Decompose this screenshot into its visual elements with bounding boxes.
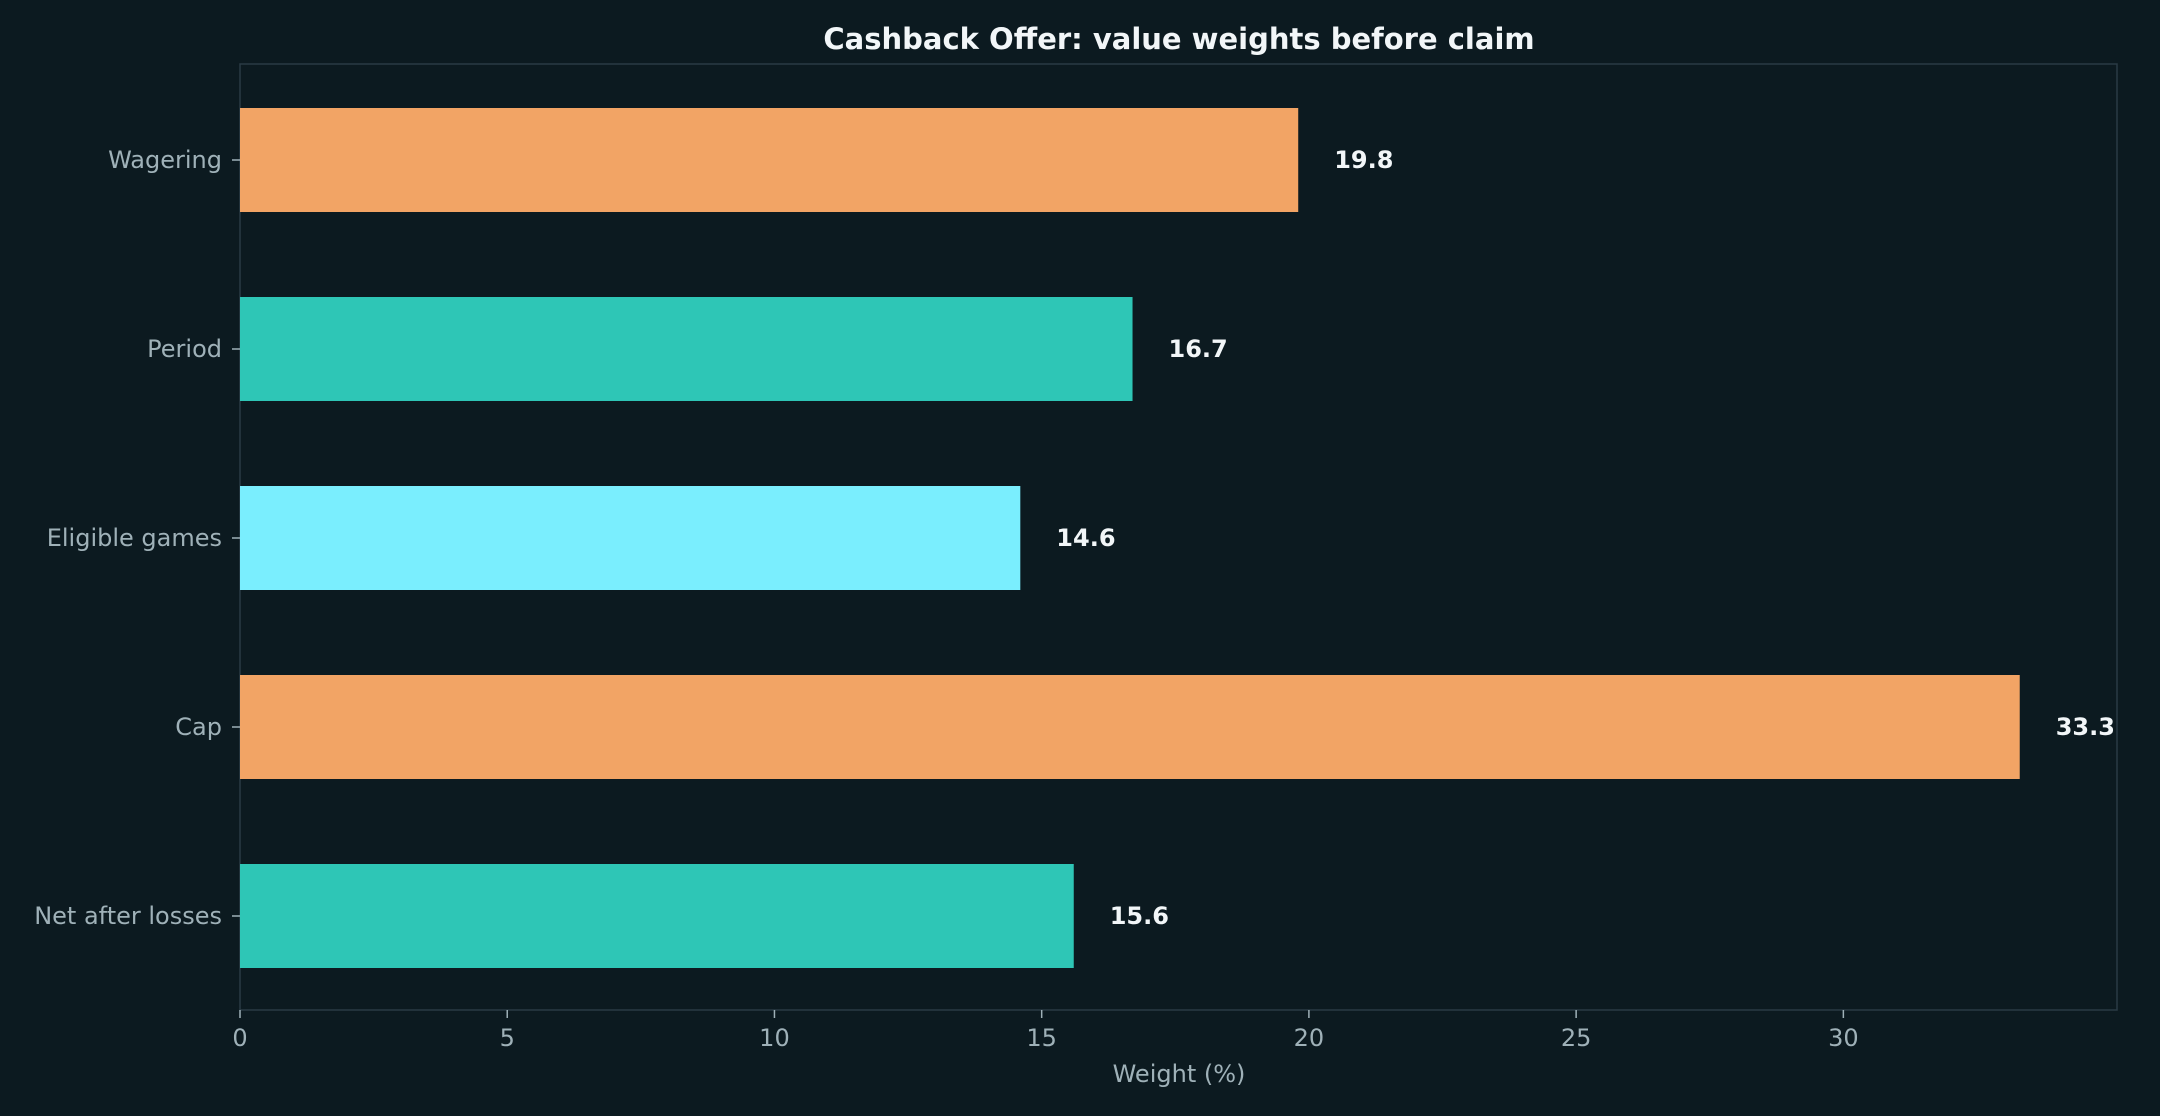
value-labels-layer: 19.8 16.7 14.6 33.3 15.6 — [1056, 146, 2115, 930]
x-tick-label: 0 — [232, 1024, 247, 1052]
bars-layer — [240, 108, 2020, 968]
x-tick-label: 15 — [1026, 1024, 1057, 1052]
x-axis: 0 5 10 15 20 25 30 — [232, 1010, 1859, 1052]
value-label: 33.3 — [2056, 713, 2115, 741]
bar-net-after-losses — [240, 864, 1074, 968]
y-tick-label: Cap — [175, 713, 222, 741]
x-tick-label: 30 — [1828, 1024, 1859, 1052]
chart-title: Cashback Offer: value weights before cla… — [823, 22, 1534, 56]
y-tick-label: Period — [147, 335, 222, 363]
bar-period — [240, 297, 1133, 401]
x-tick-label: 20 — [1294, 1024, 1325, 1052]
x-tick-label: 5 — [500, 1024, 515, 1052]
bar-cap — [240, 675, 2020, 779]
x-axis-label: Weight (%) — [1113, 1060, 1246, 1088]
y-tick-label: Wagering — [108, 146, 222, 174]
value-label: 15.6 — [1110, 902, 1169, 930]
x-tick-label: 25 — [1561, 1024, 1592, 1052]
bar-wagering — [240, 108, 1299, 212]
value-label: 19.8 — [1334, 146, 1393, 174]
y-tick-label: Eligible games — [47, 524, 222, 552]
y-axis: Wagering Period Eligible games Cap Net after… — [34, 146, 240, 930]
bar-eligible-games — [240, 486, 1021, 590]
x-tick-label: 10 — [759, 1024, 790, 1052]
value-label: 14.6 — [1056, 524, 1115, 552]
y-tick-label: Net after losses — [34, 902, 222, 930]
value-label: 16.7 — [1169, 335, 1228, 363]
